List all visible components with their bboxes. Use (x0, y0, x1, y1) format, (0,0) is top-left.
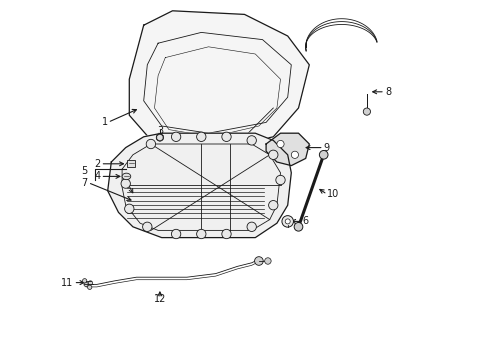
Text: 3: 3 (157, 126, 163, 136)
Circle shape (88, 281, 92, 285)
Circle shape (82, 279, 87, 283)
Circle shape (319, 150, 327, 159)
Circle shape (264, 258, 270, 264)
Text: 5: 5 (81, 166, 88, 176)
Text: 11: 11 (61, 278, 73, 288)
Polygon shape (265, 133, 309, 166)
Circle shape (246, 222, 256, 231)
Circle shape (196, 132, 205, 141)
Circle shape (294, 222, 302, 231)
Circle shape (84, 282, 88, 287)
Circle shape (222, 229, 231, 239)
Circle shape (282, 216, 293, 227)
Ellipse shape (122, 173, 130, 180)
Polygon shape (107, 133, 291, 238)
Circle shape (246, 136, 256, 145)
Circle shape (268, 201, 277, 210)
Text: 6: 6 (302, 216, 307, 226)
Circle shape (291, 151, 298, 158)
Circle shape (142, 222, 152, 231)
Text: 12: 12 (153, 294, 166, 304)
Text: 2: 2 (94, 159, 101, 169)
Circle shape (87, 285, 92, 289)
Circle shape (275, 175, 285, 185)
Circle shape (124, 204, 134, 213)
Text: 9: 9 (323, 143, 329, 153)
Polygon shape (129, 11, 309, 151)
Circle shape (254, 257, 263, 265)
Circle shape (285, 219, 289, 224)
Text: 1: 1 (102, 117, 107, 127)
Text: 10: 10 (326, 189, 339, 199)
Circle shape (268, 150, 277, 159)
Text: 8: 8 (384, 87, 390, 97)
Circle shape (171, 229, 181, 239)
Text: 7: 7 (81, 177, 88, 188)
Circle shape (222, 132, 231, 141)
Circle shape (156, 134, 163, 141)
Circle shape (171, 132, 181, 141)
Bar (127, 160, 135, 167)
Text: 4: 4 (94, 171, 101, 181)
Circle shape (276, 140, 284, 148)
Circle shape (146, 139, 155, 149)
Circle shape (363, 108, 370, 115)
Circle shape (196, 229, 205, 239)
Circle shape (121, 179, 130, 188)
